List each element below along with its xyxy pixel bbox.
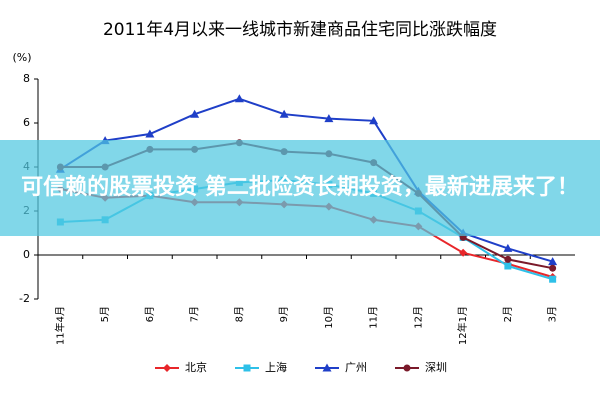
chart-title: 2011年4月以来一线城市新建商品住宅同比涨跌幅度 <box>103 20 497 40</box>
data-point <box>549 264 557 272</box>
y-axis-label: (%) <box>12 51 31 64</box>
legend-label: 深圳 <box>425 361 447 374</box>
x-tick-label: 11月 <box>368 306 380 329</box>
x-tick-label: 12年1月 <box>456 306 469 345</box>
data-point <box>549 275 557 283</box>
y-tick-label: 6 <box>23 116 30 129</box>
data-point <box>145 129 155 138</box>
legend-label: 上海 <box>265 360 287 374</box>
legend-label: 北京 <box>185 360 207 374</box>
data-point <box>503 243 513 252</box>
y-tick-label: 8 <box>23 72 30 85</box>
legend-marker <box>322 363 332 372</box>
legend-marker <box>163 364 171 372</box>
x-tick-label: 8月 <box>233 306 245 322</box>
x-tick-label: 11年4月 <box>53 306 66 345</box>
x-tick-label: 3月 <box>547 306 559 322</box>
data-point <box>234 94 244 103</box>
data-point <box>190 109 200 118</box>
y-tick-label: 0 <box>23 248 30 261</box>
data-point <box>548 257 558 266</box>
legend-marker <box>243 364 251 372</box>
legend-label: 广州 <box>345 361 367 374</box>
banner: 可信赖的股票投资 第二批险资长期投资，最新进展来了！ <box>0 140 600 236</box>
x-tick-label: 2月 <box>502 306 514 322</box>
y-tick-label: -2 <box>19 292 30 305</box>
data-point <box>504 262 512 270</box>
data-point <box>504 255 512 263</box>
x-tick-label: 9月 <box>278 306 290 322</box>
x-tick-label: 12月 <box>412 306 424 329</box>
data-point <box>324 114 334 123</box>
data-point <box>369 116 379 125</box>
data-point <box>279 109 289 118</box>
x-tick-label: 5月 <box>99 306 111 322</box>
x-tick-label: 10月 <box>323 306 335 329</box>
x-tick-label: 7月 <box>189 306 201 322</box>
x-tick-label: 6月 <box>144 306 156 322</box>
data-point <box>459 248 468 257</box>
legend-marker <box>403 364 411 372</box>
